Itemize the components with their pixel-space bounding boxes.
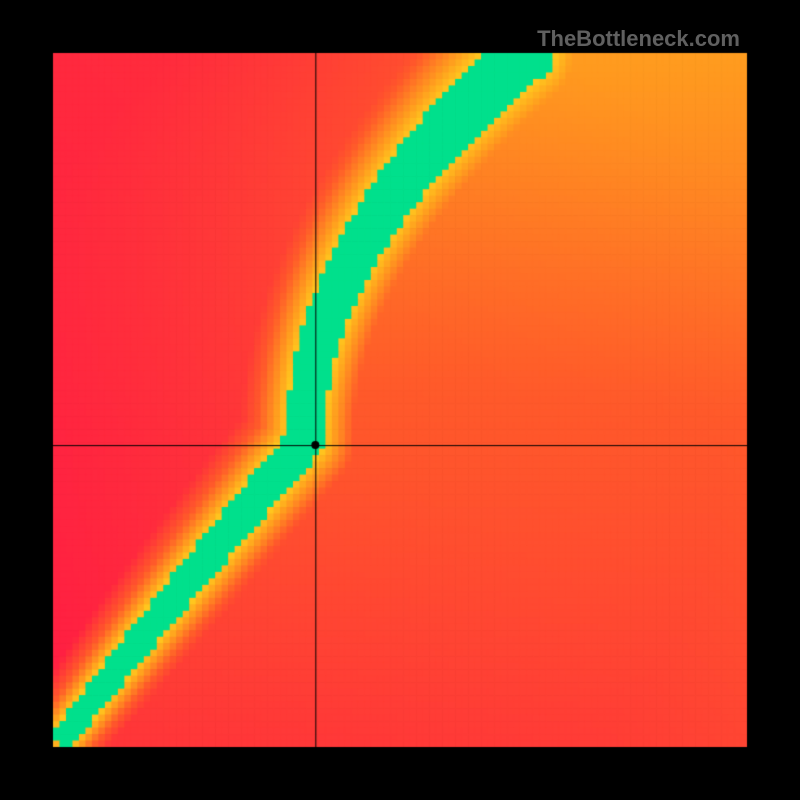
bottleneck-heatmap-canvas: [0, 0, 800, 800]
chart-container: TheBottleneck.com: [0, 0, 800, 800]
watermark-text: TheBottleneck.com: [537, 26, 740, 52]
